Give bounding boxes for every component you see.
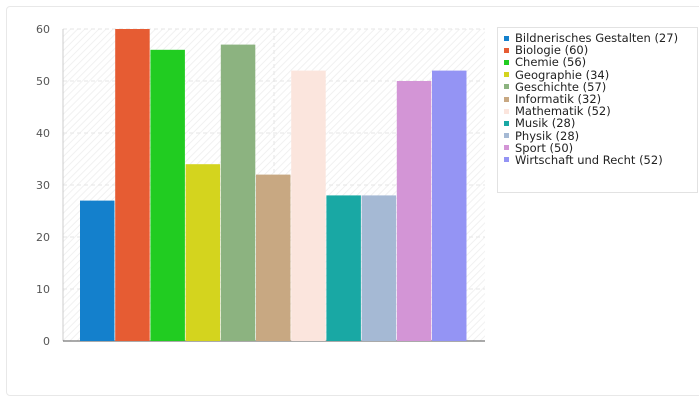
legend-label: Mathematik (52) [515,104,611,119]
legend-swatch [504,108,509,114]
legend-swatch [504,72,509,78]
legend-item: Chemie (56) [504,55,697,70]
legend-label: Sport (50) [515,140,574,155]
y-tick-label: 10 [36,283,50,296]
legend-label: Physik (28) [515,128,580,143]
legend-item: Bildnerisches Gestalten (27) [504,31,697,46]
bar-musik [326,195,361,341]
bar-chart: 0 10 20 30 40 50 60 [36,23,485,348]
y-tick-label: 20 [36,231,50,244]
legend-label: Geschichte (57) [515,79,607,94]
bar-physik [361,195,397,341]
legend-swatch [504,157,509,163]
bar-wirtschaft-und-recht [432,70,467,341]
legend-label: Geographie (34) [515,67,610,82]
legend-label: Bildnerisches Gestalten (27) [515,31,679,46]
legend-swatch [504,133,509,139]
legend-item: Musik (28) [504,116,697,131]
chart-legend: Bildnerisches Gestalten (27) Biologie (60… [497,27,698,193]
bar-informatik [256,174,291,341]
legend-item: Geschichte (57) [504,79,697,94]
legend-swatch [504,59,509,65]
legend-swatch [504,35,509,41]
legend-label: Chemie (56) [515,55,587,70]
legend-swatch [504,120,509,126]
bar-mathematik [291,70,326,341]
bar-geographie [185,164,221,341]
legend-swatch [504,96,509,102]
y-tick-label: 0 [43,335,50,348]
bar-geschichte [220,44,256,341]
y-tick-label: 60 [36,23,50,36]
legend-item: Biologie (60) [504,43,697,58]
legend-item: Wirtschaft und Recht (52) [504,152,697,167]
legend-label: Biologie (60) [515,43,589,58]
legend-label: Musik (28) [515,116,576,131]
bar-sport [396,81,432,341]
legend-swatch [504,47,509,53]
legend-item: Informatik (32) [504,92,697,107]
legend-item: Mathematik (52) [504,104,697,119]
legend-label: Wirtschaft und Recht (52) [515,152,663,167]
legend-label: Informatik (32) [515,92,602,107]
y-tick-label: 30 [36,179,50,192]
legend-item: Geographie (34) [504,67,697,82]
legend-swatch [504,145,509,151]
y-tick-label: 40 [36,127,50,140]
legend-swatch [504,84,509,90]
bar-biologie [115,29,150,341]
legend-item: Sport (50) [504,140,697,155]
y-tick-label: 50 [36,75,50,88]
legend-item: Physik (28) [504,128,697,143]
bar-bildnerisches-gestalten [80,200,115,341]
bar-chemie [150,49,185,342]
